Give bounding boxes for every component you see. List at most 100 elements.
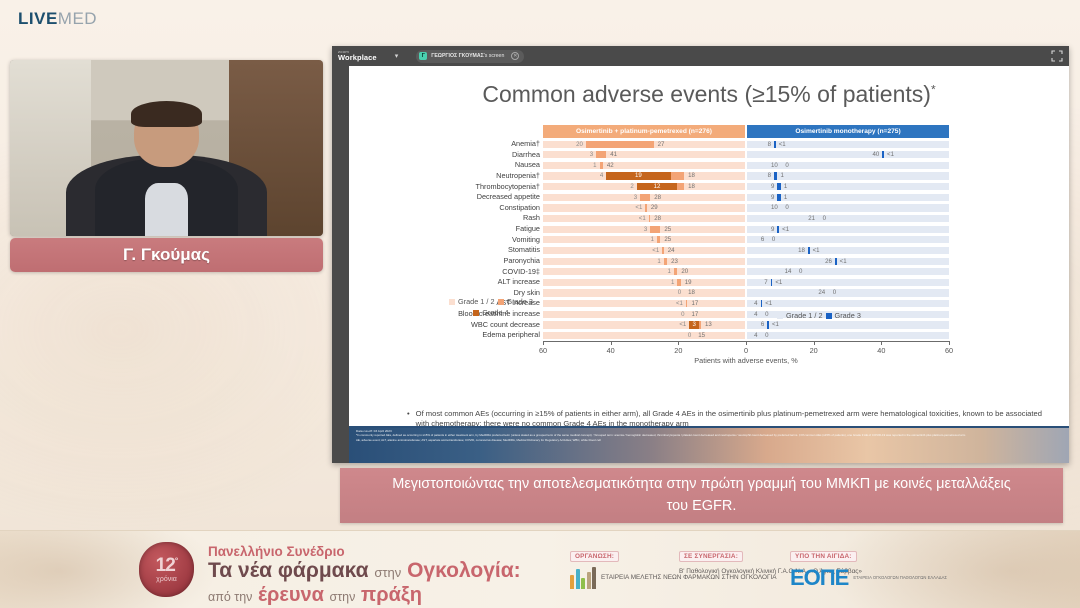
presentation-slide: Common adverse events (≥15% of patients)… bbox=[349, 66, 1069, 463]
chart-row: COVID-19‡ 1 20 14 0 bbox=[447, 267, 1027, 277]
bar-value-grade3-left: 1 bbox=[670, 278, 675, 286]
chart-bar-left-track: 3 41 bbox=[543, 151, 745, 159]
bar-value-grade3-left: 0 bbox=[687, 331, 692, 339]
chart-bar-left-track: 1 20 bbox=[543, 268, 745, 276]
bar-value-grade12-right: 18 bbox=[798, 246, 805, 254]
legend-swatch-grade4-left bbox=[473, 309, 480, 316]
bar-value-grade3-right: 0 bbox=[822, 215, 827, 222]
video-speaker-hair bbox=[130, 100, 203, 127]
adverse-events-chart: Osimertinib + platinum-pemetrexed (n=276… bbox=[447, 125, 1027, 390]
axis-tick bbox=[610, 341, 612, 345]
bar-value-total-left: 17 bbox=[691, 300, 699, 308]
bar-value-grade3-right: 0 bbox=[771, 236, 776, 244]
bar-value-total-left: 18 bbox=[688, 183, 695, 191]
axis-tick bbox=[949, 341, 950, 345]
bar-segment-grade3-right bbox=[777, 225, 780, 233]
bar-segment-grade12-left bbox=[599, 161, 745, 170]
bar-value-total-left: 27 bbox=[657, 140, 665, 148]
chart-bar-right-track: 24 0 bbox=[747, 289, 949, 297]
close-icon[interactable]: ✕ bbox=[511, 52, 520, 60]
bar-value-grade12-right: 21 bbox=[808, 215, 816, 222]
chart-bar-left-track: 0 18 bbox=[543, 289, 745, 297]
bar-value-grade4-left: 19 bbox=[635, 172, 642, 180]
bar-value-grade3-right: 1 bbox=[783, 193, 788, 201]
eope-logo-icon: ΕΟΠΕ bbox=[790, 565, 849, 590]
bar-value-grade3-left: 1 bbox=[650, 236, 655, 244]
seal-years-label: χρόνια bbox=[156, 576, 177, 583]
bar-segment-grade12-right bbox=[747, 151, 883, 159]
bar-segment-grade12-left bbox=[662, 246, 745, 255]
zoom-toolbar: zoom Workplace ▾ Γ ΓΕΩΡΓΙΟΣ ΓΚΟΥΜΑΣ's sc… bbox=[332, 46, 1069, 66]
legend-left-row-2: Grade 4 bbox=[473, 308, 509, 317]
bar-value-grade3-right: <1 bbox=[887, 151, 894, 159]
chart-bar-right-track: 26 <1 bbox=[747, 257, 949, 265]
sponsor-cooperation-body: Β' Παθολογική Ογκολογική Κλινική Γ.Α.Ο.Ν… bbox=[679, 567, 862, 576]
chart-bar-left-track: 3 28 bbox=[543, 193, 745, 201]
bar-value-grade3-right: <1 bbox=[812, 246, 820, 254]
axis-tick-label: 60 bbox=[538, 346, 548, 355]
congress-title-block: Πανελλήνιο Συνέδριο Τα νέα φάρμακα στην … bbox=[208, 544, 558, 607]
bar-segment-grade12-left bbox=[687, 310, 745, 318]
bar-value-total-left: 28 bbox=[654, 215, 662, 222]
bar-value-grade3-left: <1 bbox=[638, 215, 646, 222]
bar-value-grade3-right: <1 bbox=[775, 278, 783, 286]
bar-value-grade3-left: 0 bbox=[677, 289, 682, 297]
chart-plot-area: Anemia† 20 27 8 <1 Diarrhea 3 41 40 <1 Nausea 1 42 10… bbox=[447, 139, 1027, 341]
chart-row: Vomiting 1 25 6 0 bbox=[447, 235, 1027, 245]
bar-segment-grade3-right bbox=[774, 140, 776, 148]
legend-left-row-1: Grade 1 / 2 Grade 3 bbox=[449, 297, 533, 306]
chart-bar-left-track: 3 25 bbox=[543, 225, 745, 233]
brand-part-2: MED bbox=[57, 9, 98, 28]
expand-icon[interactable] bbox=[1051, 50, 1063, 62]
chart-x-axis-label: Patients with adverse events, % bbox=[694, 356, 798, 365]
sponsor-auspices: ΥΠΟ ΤΗΝ ΑΙΓΙΔΑ: ΕΟΠΕ ΕΤΑΙΡΕΙΑ ΟΓΚΟΛΟΓΩΝ … bbox=[790, 545, 947, 589]
page-title: Common adverse events (≥15% of patients)… bbox=[349, 81, 1069, 108]
bar-segment-grade12-right bbox=[747, 257, 835, 265]
sponsor-auspices-body: ΕΟΠΕ ΕΤΑΙΡΕΙΑ ΟΓΚΟΛΟΓΩΝ ΠΑΘΟΛΟΓΩΝ ΕΛΛΑΔΑ… bbox=[790, 567, 947, 589]
legend-swatch-grade3-right bbox=[825, 312, 832, 319]
chart-bar-left-track: 0 15 bbox=[543, 331, 745, 340]
avatar: Γ bbox=[419, 52, 428, 60]
bar-segment-grade12-right bbox=[747, 300, 761, 308]
shared-screen-tab[interactable]: Γ ΓΕΩΡΓΙΟΣ ΓΚΟΥΜΑΣ's screen ✕ bbox=[416, 49, 525, 63]
chart-row-label: Constipation bbox=[499, 202, 540, 212]
chevron-down-icon[interactable]: ▾ bbox=[394, 53, 399, 60]
chart-legend-left: Grade 1 / 2 Grade 3 Grade 4 bbox=[449, 297, 533, 317]
bar-segment-grade12-left bbox=[673, 268, 745, 276]
bar-segment-grade12-right bbox=[747, 161, 781, 170]
livemed-logo: LIVEMED bbox=[18, 9, 97, 29]
bar-value-grade12-right: 7 bbox=[764, 278, 768, 286]
chart-row: Constipation <1 29 10 0 bbox=[447, 203, 1027, 213]
bullet-marker: • bbox=[407, 409, 410, 418]
zoom-logo-small: zoom bbox=[338, 49, 349, 55]
legend-swatch-grade12-right bbox=[777, 312, 783, 319]
session-caption-text: Μεγιστοποιώντας την αποτελεσματικότητα σ… bbox=[392, 476, 1011, 514]
bar-value-total-left: 15 bbox=[698, 331, 706, 339]
bar-segment-grade3-left bbox=[677, 278, 681, 286]
bar-segment-grade3-right bbox=[834, 257, 837, 265]
speaker-name-plate: Γ. Γκούμας bbox=[10, 238, 323, 272]
chart-bar-left-track: 2 12 18 bbox=[543, 183, 745, 191]
bar-segment-grade12-left bbox=[685, 300, 745, 308]
bar-value-grade3-left: 1 bbox=[593, 161, 597, 169]
bar-value-total-left: 42 bbox=[606, 161, 614, 169]
bar-value-grade3-right: <1 bbox=[839, 257, 847, 265]
bar-segment-grade3-left bbox=[650, 225, 661, 233]
bar-segment-grade3-left bbox=[673, 268, 678, 276]
bar-value-grade12-right: 4 bbox=[754, 310, 758, 318]
bar-segment-grade12-right bbox=[747, 331, 761, 340]
chart-row: Nausea 1 42 10 0 bbox=[447, 160, 1027, 170]
bullet-text: Of most common AEs (occurring in ≥15% of… bbox=[415, 409, 1042, 429]
bar-value-grade3-left: <1 bbox=[652, 246, 660, 254]
bar-value-grade3-right: 0 bbox=[832, 289, 837, 297]
chart-bar-right-track: 8 <1 bbox=[747, 140, 949, 148]
bar-segment-grade12-right bbox=[747, 183, 778, 191]
bar-segment-grade12-right bbox=[747, 215, 819, 223]
speaker-video[interactable] bbox=[10, 60, 323, 236]
bar-value-grade12-right: 26 bbox=[825, 257, 832, 265]
bar-segment-grade3-right bbox=[882, 151, 885, 159]
bar-value-grade12-right: 6 bbox=[760, 236, 765, 244]
chart-row: Fatigue 3 25 9 <1 bbox=[447, 224, 1027, 234]
fineprint-data-cutoff: Data cut-off: 03 April 2023 bbox=[356, 429, 392, 433]
